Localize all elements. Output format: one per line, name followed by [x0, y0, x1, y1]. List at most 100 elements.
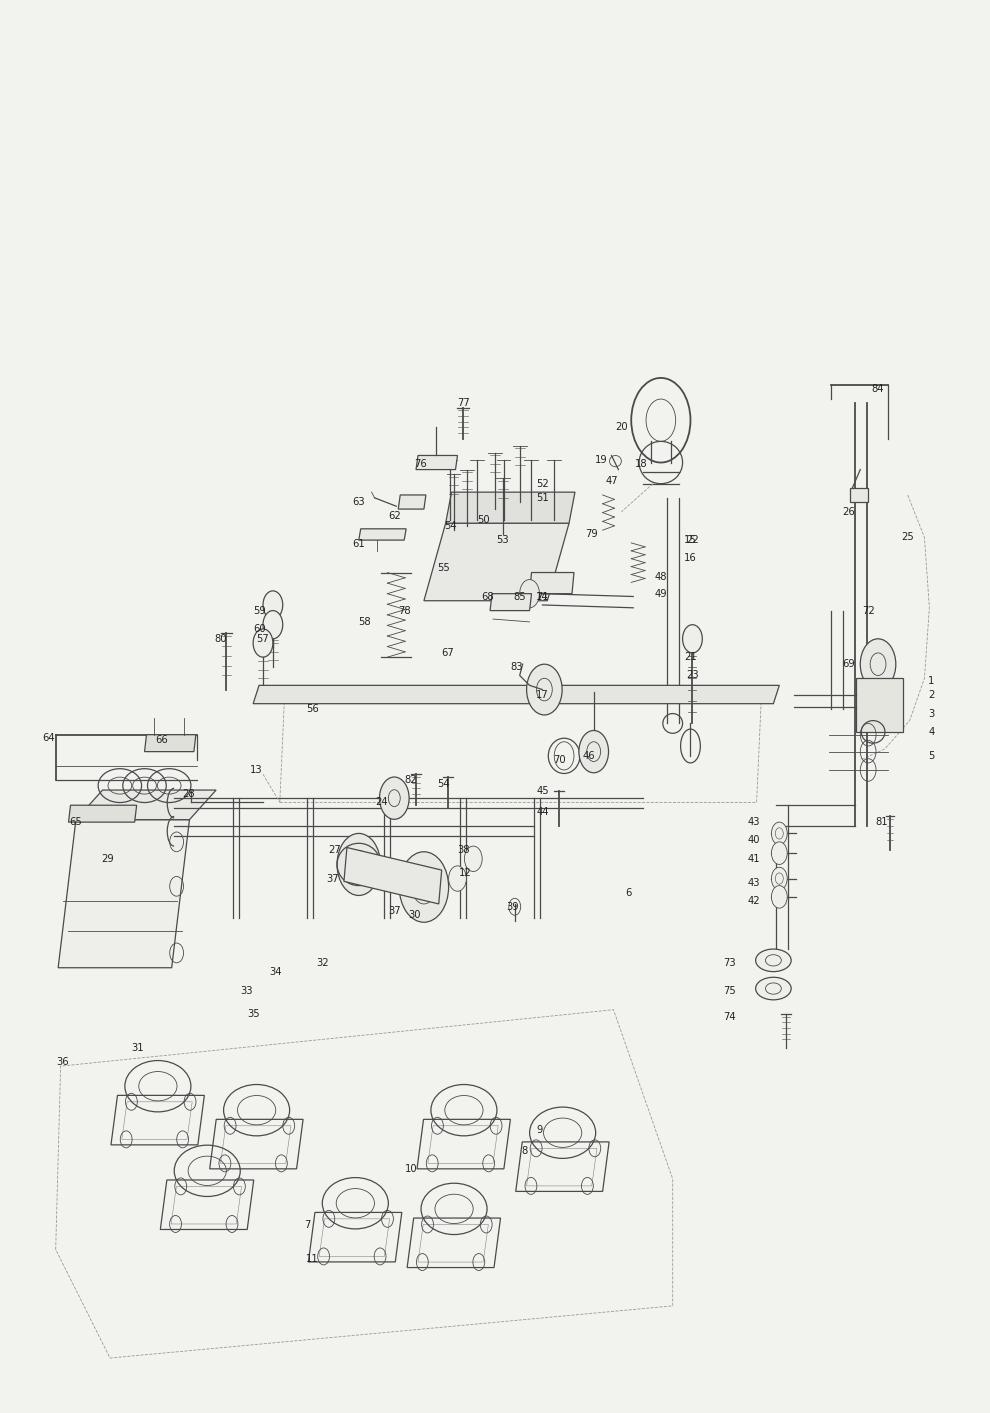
Polygon shape — [253, 685, 779, 704]
Text: 69: 69 — [842, 660, 854, 670]
Text: 80: 80 — [214, 634, 227, 644]
Text: 27: 27 — [329, 845, 342, 855]
Text: 54: 54 — [445, 521, 457, 531]
Text: 46: 46 — [582, 750, 595, 760]
Polygon shape — [490, 593, 532, 610]
Circle shape — [771, 842, 787, 865]
Text: 37: 37 — [326, 873, 339, 883]
Circle shape — [682, 625, 702, 653]
Text: 45: 45 — [536, 786, 548, 796]
Text: 70: 70 — [552, 755, 565, 764]
Text: 3: 3 — [929, 708, 935, 719]
Text: 43: 43 — [747, 877, 760, 887]
Circle shape — [399, 852, 448, 923]
Text: 5: 5 — [929, 750, 935, 760]
Text: 56: 56 — [306, 704, 319, 715]
Text: 34: 34 — [269, 966, 282, 976]
Text: 60: 60 — [253, 625, 266, 634]
Text: 68: 68 — [481, 592, 493, 602]
Text: 73: 73 — [724, 958, 737, 968]
Circle shape — [448, 866, 466, 892]
Text: 39: 39 — [507, 901, 519, 911]
Text: 15: 15 — [684, 536, 697, 545]
Text: 37: 37 — [388, 906, 401, 916]
Circle shape — [579, 731, 609, 773]
Text: 1: 1 — [929, 675, 935, 687]
Text: 55: 55 — [438, 564, 450, 574]
Text: 77: 77 — [457, 398, 470, 408]
Text: 40: 40 — [747, 835, 760, 845]
Polygon shape — [344, 848, 442, 904]
Polygon shape — [58, 820, 189, 968]
Polygon shape — [145, 735, 196, 752]
Circle shape — [263, 591, 283, 619]
Circle shape — [520, 579, 540, 608]
Text: 18: 18 — [635, 459, 647, 469]
Text: 75: 75 — [724, 986, 737, 996]
Text: 21: 21 — [684, 653, 697, 663]
Text: 65: 65 — [69, 817, 82, 827]
Text: 49: 49 — [654, 589, 667, 599]
Text: 30: 30 — [408, 910, 421, 920]
Text: 81: 81 — [876, 817, 888, 827]
Text: 76: 76 — [415, 459, 428, 469]
Text: 2: 2 — [929, 690, 935, 701]
Text: 84: 84 — [872, 384, 884, 394]
Circle shape — [379, 777, 409, 820]
Text: 12: 12 — [459, 868, 472, 877]
Polygon shape — [424, 523, 569, 601]
Polygon shape — [398, 495, 426, 509]
Text: 74: 74 — [724, 1012, 737, 1022]
Text: 38: 38 — [457, 845, 469, 855]
Polygon shape — [76, 790, 216, 820]
Text: 22: 22 — [686, 536, 699, 545]
Text: 50: 50 — [477, 516, 489, 526]
Text: 29: 29 — [102, 853, 115, 863]
Circle shape — [771, 822, 787, 845]
Text: 17: 17 — [536, 690, 548, 701]
Circle shape — [771, 868, 787, 890]
Polygon shape — [358, 528, 406, 540]
Text: 59: 59 — [253, 606, 266, 616]
Text: 47: 47 — [605, 476, 618, 486]
Text: 82: 82 — [405, 774, 418, 784]
Ellipse shape — [755, 950, 791, 972]
Text: 9: 9 — [537, 1125, 543, 1135]
Text: 6: 6 — [625, 887, 632, 897]
Circle shape — [263, 610, 283, 639]
Text: 16: 16 — [684, 554, 697, 564]
Circle shape — [771, 886, 787, 909]
Polygon shape — [856, 678, 903, 732]
Circle shape — [253, 629, 273, 657]
Text: 20: 20 — [615, 422, 628, 432]
Circle shape — [337, 834, 380, 896]
Text: 25: 25 — [901, 533, 914, 543]
Polygon shape — [530, 572, 574, 593]
Text: 43: 43 — [747, 817, 760, 827]
Text: 83: 83 — [511, 663, 523, 673]
Text: 48: 48 — [654, 572, 667, 582]
Circle shape — [464, 846, 482, 872]
Text: 72: 72 — [861, 606, 874, 616]
Text: 32: 32 — [316, 958, 329, 968]
Text: 78: 78 — [398, 606, 411, 616]
Ellipse shape — [755, 978, 791, 1000]
Text: 71: 71 — [536, 592, 548, 602]
Polygon shape — [446, 492, 575, 523]
Text: 36: 36 — [56, 1057, 69, 1067]
Text: 28: 28 — [182, 788, 195, 798]
Text: 44: 44 — [537, 807, 548, 817]
Text: 58: 58 — [358, 617, 371, 627]
Polygon shape — [416, 455, 457, 469]
Text: 51: 51 — [536, 493, 548, 503]
Polygon shape — [850, 487, 868, 502]
Text: 35: 35 — [247, 1009, 259, 1019]
Text: 14: 14 — [536, 592, 548, 602]
Text: 42: 42 — [747, 896, 760, 906]
Text: 57: 57 — [256, 634, 269, 644]
Text: 66: 66 — [155, 735, 167, 745]
Text: 23: 23 — [686, 671, 699, 681]
Text: 33: 33 — [240, 986, 252, 996]
Text: 62: 62 — [388, 512, 401, 521]
Text: 52: 52 — [536, 479, 548, 489]
